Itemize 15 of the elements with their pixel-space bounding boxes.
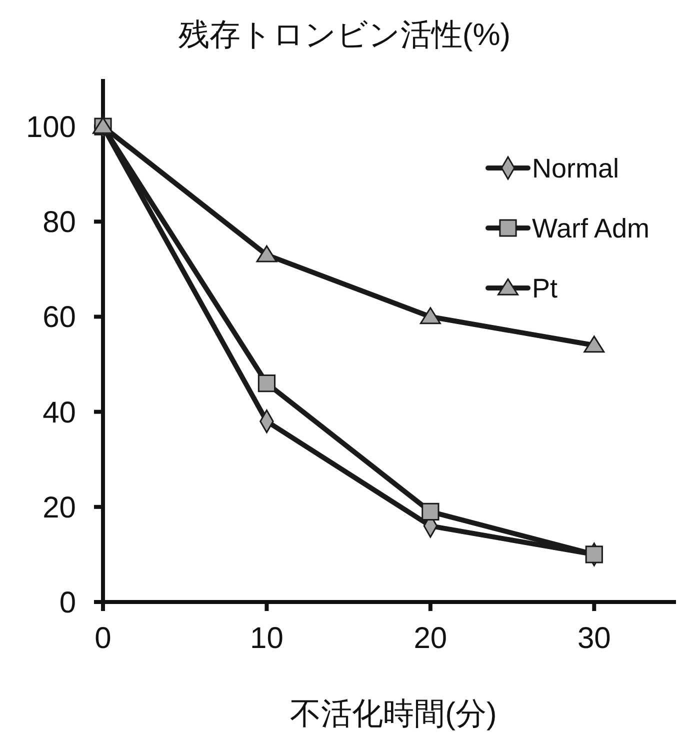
x-tick-label: 20 (414, 622, 448, 655)
y-tick-label: 80 (42, 206, 76, 240)
y-tick-label: 60 (42, 301, 76, 334)
chart-title: 残存トロンビン活性(%) (178, 17, 511, 52)
x-tick-label: 30 (577, 622, 611, 655)
y-tick-label: 40 (42, 396, 76, 430)
x-axis-title: 不活化時間(分) (290, 696, 497, 731)
y-tick-label: 20 (42, 491, 76, 524)
legend-label: Normal (532, 153, 620, 184)
x-tick-label: 10 (250, 622, 284, 655)
y-tick-label: 0 (59, 586, 76, 620)
legend-label: Warf Adm (532, 213, 650, 244)
y-tick-label: 100 (26, 111, 76, 144)
legend-label: Pt (532, 273, 558, 304)
x-tick-label: 0 (94, 622, 112, 655)
